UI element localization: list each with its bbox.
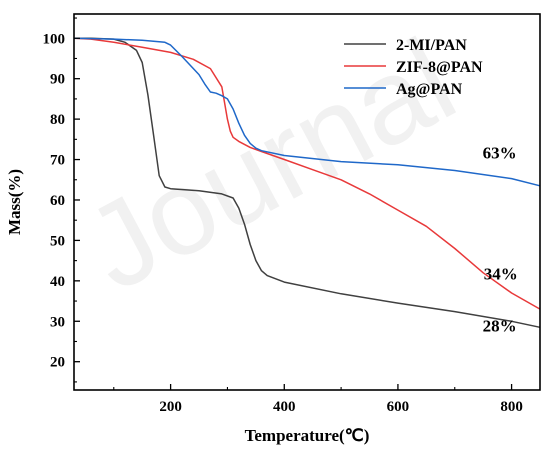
x-tick-label: 600 <box>387 399 410 415</box>
end-mass-label: 28% <box>483 316 517 335</box>
y-axis-title: Mass(%) <box>5 169 24 235</box>
plot-lines <box>73 37 541 329</box>
legend-label-2: ZIF-8@PAN <box>396 59 483 76</box>
y-tick-label: 70 <box>50 153 65 169</box>
end-mass-label: 63% <box>483 144 517 163</box>
y-axis: 20 30 40 50 60 70 80 90 100 <box>43 17 80 383</box>
x-tick-label: 400 <box>273 399 296 415</box>
y-tick-label: 80 <box>50 112 65 128</box>
x-tick-label: 800 <box>500 399 523 415</box>
legend-label-3: Ag@PAN <box>396 81 463 98</box>
y-tick-label: 50 <box>50 233 65 249</box>
series-line-3 <box>73 37 541 187</box>
x-axis: 200 400 600 800 <box>113 384 523 415</box>
y-tick-label: 40 <box>50 274 65 290</box>
y-tick-label: 90 <box>50 72 65 88</box>
y-tick-label: 20 <box>50 355 65 371</box>
legend: 2-MI/PAN ZIF-8@PAN Ag@PAN <box>344 37 483 98</box>
x-tick-label: 200 <box>159 399 182 415</box>
x-axis-title: Temperature(℃) <box>245 426 370 445</box>
series-line-1 <box>74 37 541 329</box>
y-tick-label: 100 <box>43 31 66 47</box>
plot-frame <box>73 13 541 391</box>
y-tick-label: 30 <box>50 314 65 330</box>
series-line-2 <box>73 37 541 310</box>
annotations: 63% 34% 28% <box>483 144 518 336</box>
end-mass-label: 34% <box>484 265 518 284</box>
y-tick-label: 60 <box>50 193 65 209</box>
legend-label-1: 2-MI/PAN <box>396 37 467 54</box>
